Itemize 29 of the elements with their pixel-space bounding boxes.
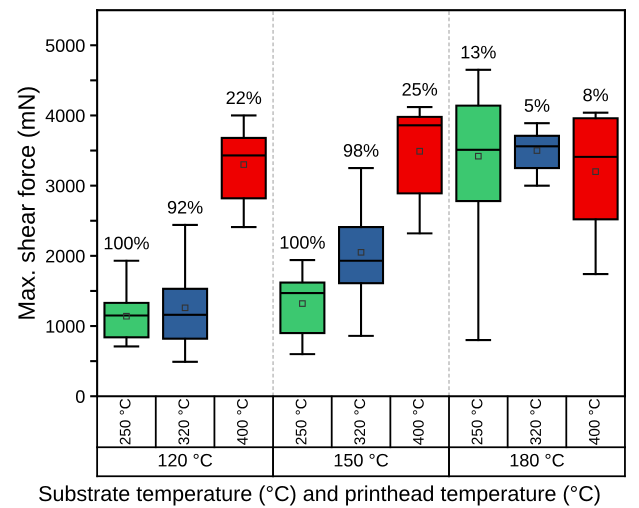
annotation: 22% [226,91,262,104]
annotation: 8% [583,88,608,102]
x-tick-label: 250 °C [296,398,306,444]
x-tick-label: 320 °C [178,398,190,445]
x-tick-label: 320 °C [354,398,366,445]
text: 120 °C [158,454,212,467]
y-tick-label: 4000 [46,109,85,122]
annotation: 100% [104,236,149,250]
text: 150 °C [334,454,388,467]
y-tick-label: 1000 [46,320,85,333]
x-tick-label: 320 °C [530,398,542,445]
y-tick-label: 2000 [46,250,85,263]
y-tick-label: 3000 [46,180,85,192]
x-axis-title: Substrate temperature (°C) and printhead temperature (°C) [39,485,600,506]
y-tick-label: 0 [76,390,85,403]
annotation: 13% [462,46,496,59]
y-tick-label: 5000 [46,39,85,52]
text: 180 °C [510,454,564,467]
y-axis-title: Max. shear force (mN) [18,87,40,319]
x-tick-label: 250 °C [120,398,131,444]
annotation: 100% [280,236,325,249]
x-tick-label: 400 °C [237,398,248,445]
annotation: 92% [168,200,203,214]
x-tick-label: 400 °C [588,398,600,445]
annotation: 5% [524,99,550,112]
x-tick-label: 250 °C [472,398,482,444]
x-tick-label: 400 °C [412,398,424,445]
annotation: 98% [344,144,378,157]
annotation: 25% [402,82,438,96]
